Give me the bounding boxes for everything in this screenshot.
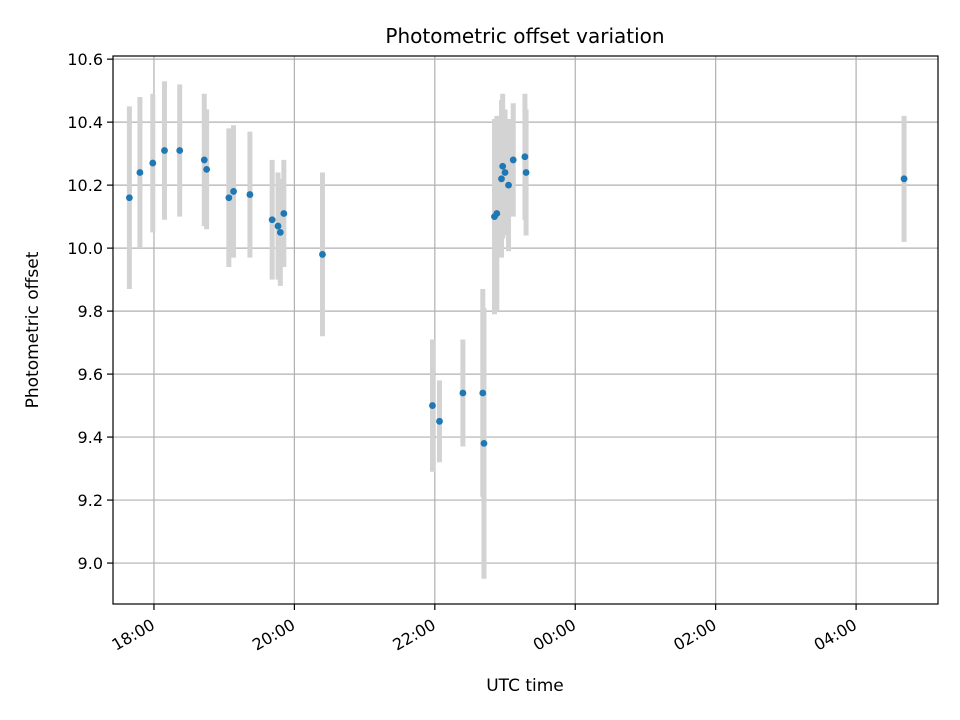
y-axis-ticks: 9.0 9.2 9.4 9.6 9.8 10.0 10.2 10.4 10.6 [67, 50, 113, 573]
data-point [498, 175, 505, 183]
data-point [900, 175, 908, 183]
chart-title: Photometric offset variation [385, 24, 664, 48]
data-point [280, 210, 288, 217]
data-point [276, 228, 284, 236]
y-tick-label: 9.4 [78, 428, 103, 447]
data-point [268, 216, 276, 224]
y-tick-label: 10.0 [67, 239, 103, 258]
data-point [319, 251, 326, 258]
data-point [176, 147, 184, 154]
data-point [225, 194, 233, 202]
data-point [136, 169, 144, 176]
y-tick-label: 9.6 [78, 365, 103, 384]
data-point [522, 169, 530, 176]
y-tick-label: 9.0 [78, 554, 103, 573]
data-point [125, 194, 133, 202]
data-point [459, 389, 467, 397]
data-point [246, 191, 254, 198]
data-point [501, 169, 509, 176]
y-tick-label: 10.4 [67, 113, 103, 132]
data-point [499, 162, 507, 170]
data-point [429, 402, 436, 409]
data-point [203, 165, 211, 173]
y-axis-label: Photometric offset [23, 251, 43, 408]
data-points [125, 147, 908, 447]
x-axis-label: UTC time [486, 676, 564, 696]
y-tick-label: 9.8 [78, 302, 103, 321]
data-point [505, 181, 512, 189]
data-point [521, 153, 529, 161]
y-tick-label: 10.2 [67, 176, 103, 195]
data-point [200, 156, 208, 164]
data-point [436, 417, 443, 425]
data-point [493, 210, 501, 217]
data-point [274, 222, 282, 230]
data-point [149, 159, 157, 167]
data-point [161, 147, 168, 154]
data-point [479, 389, 487, 397]
y-tick-label: 9.2 [78, 491, 103, 510]
plot-frame [112, 55, 939, 605]
data-point [509, 156, 517, 164]
data-point [230, 188, 237, 195]
y-tick-label: 10.6 [67, 50, 103, 69]
data-point [480, 439, 488, 447]
